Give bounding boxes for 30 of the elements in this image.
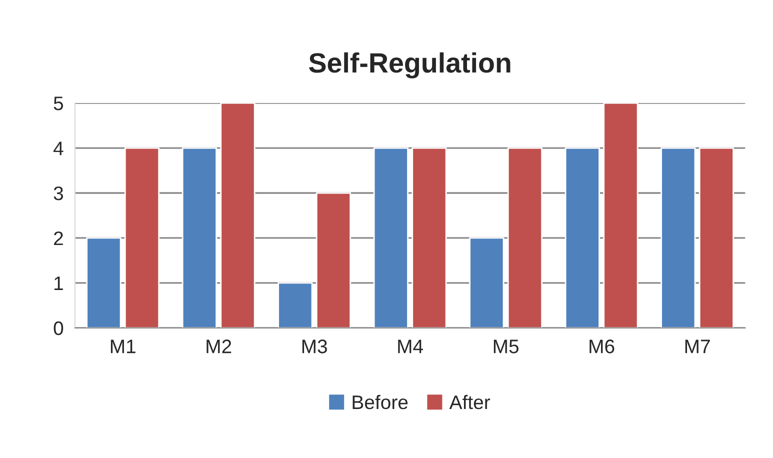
bar — [660, 147, 696, 328]
bar — [564, 147, 600, 328]
y-tick-label: 3 — [54, 186, 64, 200]
bar — [603, 103, 638, 328]
bar — [220, 103, 256, 328]
bar — [412, 147, 447, 328]
bar — [278, 282, 313, 328]
legend-label: After — [449, 394, 490, 410]
bar — [698, 147, 734, 328]
x-tick-label: M2 — [206, 340, 232, 354]
y-tick-label: 1 — [54, 276, 63, 290]
bar — [373, 147, 408, 328]
bar — [182, 147, 217, 328]
bar — [469, 237, 504, 328]
x-tick-label: M4 — [398, 340, 424, 354]
bar — [316, 192, 352, 328]
x-tick-label: M7 — [685, 340, 710, 354]
bar — [124, 147, 160, 328]
bar — [86, 237, 122, 328]
bar — [507, 147, 543, 328]
y-tick-label: 4 — [54, 142, 64, 156]
y-tick-label: 5 — [54, 96, 64, 110]
x-tick-label: M3 — [302, 340, 327, 354]
y-tick-label: 0 — [54, 321, 64, 336]
x-tick-label: M5 — [494, 340, 519, 354]
x-tick-label: M1 — [110, 340, 136, 354]
x-tick-label: M6 — [590, 340, 614, 354]
legend-label: Before — [352, 394, 408, 410]
y-tick-label: 2 — [54, 231, 63, 246]
chart-title: Self-Regulation — [309, 52, 510, 78]
